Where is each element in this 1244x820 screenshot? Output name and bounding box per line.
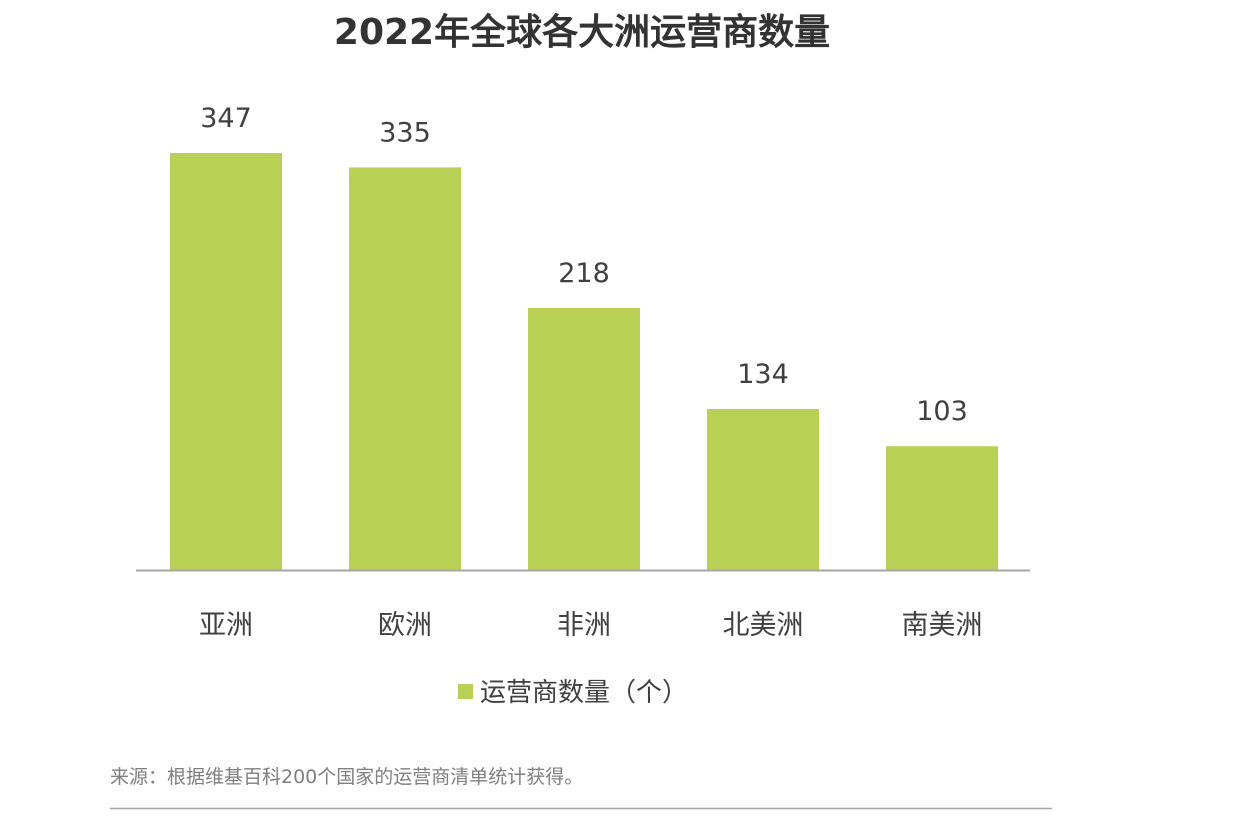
data-label-4: 103 <box>916 396 968 427</box>
source-note: 来源：根据维基百科200个国家的运营商清单统计获得。 <box>110 766 583 788</box>
bar-3 <box>707 408 819 570</box>
x-tick-label-2: 非洲 <box>557 610 611 641</box>
data-label-0: 347 <box>200 103 252 134</box>
bar-0 <box>170 153 282 570</box>
data-label-1: 335 <box>379 117 431 148</box>
chart-title: 2022年全球各大洲运营商数量 <box>334 11 830 53</box>
legend-swatch <box>458 684 473 699</box>
data-label-3: 134 <box>737 359 789 390</box>
x-tick-label-3: 北美洲 <box>723 610 804 641</box>
data-label-2: 218 <box>558 258 610 289</box>
bar-4 <box>886 446 998 570</box>
bar-1 <box>349 167 461 570</box>
x-tick-label-1: 欧洲 <box>378 610 432 641</box>
legend-label: 运营商数量（个） <box>480 678 688 708</box>
x-tick-label-0: 亚洲 <box>199 610 253 641</box>
x-tick-label-4: 南美洲 <box>902 610 983 641</box>
bar-2 <box>528 308 640 570</box>
